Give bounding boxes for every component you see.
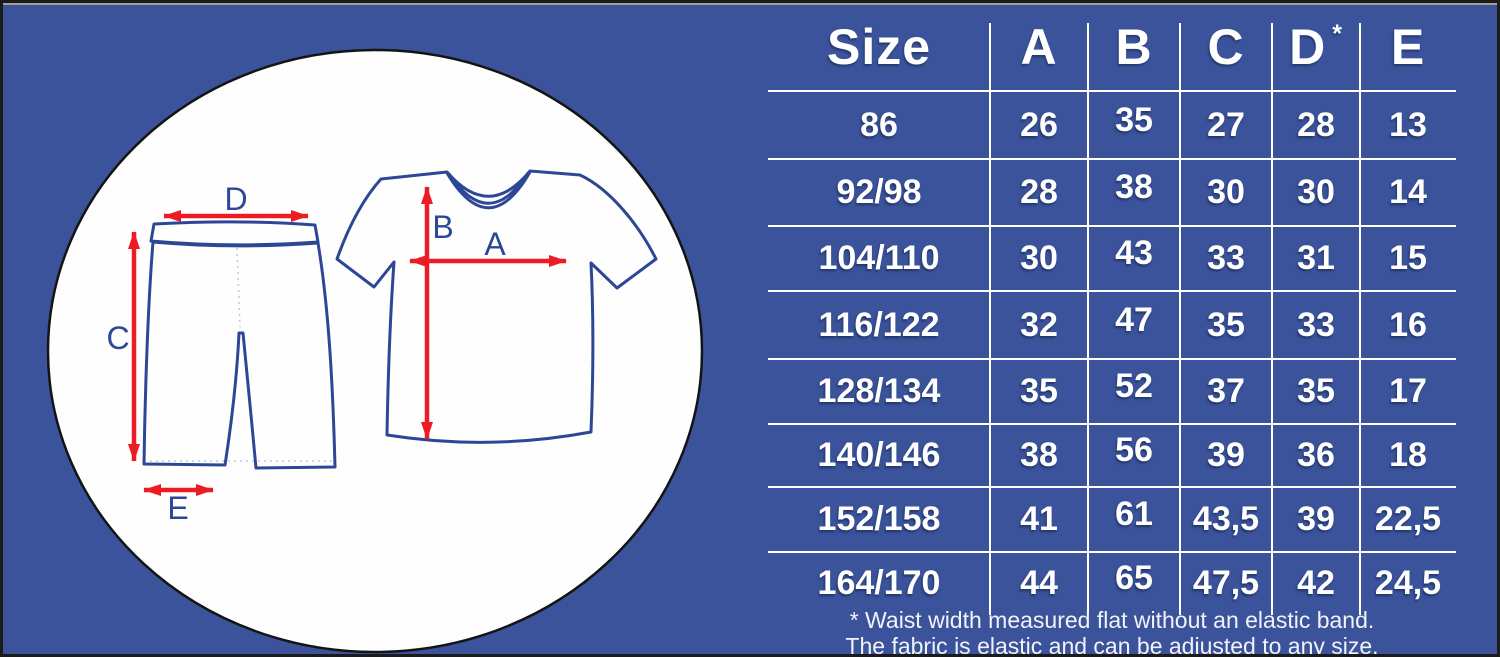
column-header-b: B — [1115, 19, 1153, 75]
value-cell: 22,5 — [1374, 500, 1442, 538]
column-header-a: A — [1020, 19, 1058, 75]
tshirt-collar-band-outer — [445, 171, 532, 210]
value-cell: 16 — [1389, 305, 1427, 344]
size-table: Size A B C D * E 86 26 35 27 28 13 92/98 28 38 30 3… — [768, 3, 1456, 615]
table-header-row: Size A B C D * E — [768, 3, 1456, 91]
asterisk-marker: * — [1332, 20, 1343, 49]
table-row: 164/170 44 65 47,5 42 24,5 — [768, 552, 1456, 615]
grid-hline — [768, 225, 1456, 227]
value-cell: 37 — [1207, 372, 1245, 410]
value-cell: 61 — [1115, 495, 1153, 533]
size-cell: 140/146 — [817, 436, 941, 474]
size-cell: 152/158 — [817, 500, 941, 538]
value-cell: 30 — [1297, 173, 1335, 211]
value-cell: 31 — [1297, 239, 1335, 277]
value-cell: 13 — [1389, 105, 1427, 144]
footnote-line2: The fabric is elastic and can be adjuste… — [845, 633, 1379, 657]
value-cell: 65 — [1115, 559, 1153, 597]
grid-hline — [768, 486, 1456, 488]
measurement-label-c: C — [106, 320, 129, 356]
value-cell: 33 — [1207, 239, 1245, 277]
column-header-c: C — [1207, 19, 1245, 75]
value-cell: 28 — [1020, 173, 1058, 211]
value-cell: 28 — [1297, 105, 1335, 144]
value-cell: 15 — [1389, 239, 1427, 277]
value-cell: 24,5 — [1374, 564, 1442, 602]
column-header-size: Size — [826, 19, 932, 75]
table-row: 86 26 35 27 28 13 — [768, 91, 1456, 159]
size-cell: 116/122 — [818, 305, 940, 344]
value-cell: 30 — [1020, 239, 1058, 277]
grid-vline — [989, 23, 991, 615]
column-header-d: D * — [1272, 18, 1360, 76]
shorts-center-crease — [236, 247, 241, 328]
grid-hline — [768, 551, 1456, 553]
value-cell: 35 — [1297, 372, 1335, 410]
value-cell: 41 — [1020, 500, 1058, 538]
table-row: 104/110 30 43 33 31 15 — [768, 226, 1456, 291]
grid-hline — [768, 358, 1456, 360]
value-cell: 36 — [1297, 436, 1335, 474]
value-cell: 38 — [1115, 168, 1153, 206]
tshirt-collar-band-inner — [447, 172, 530, 205]
grid-vline — [1271, 23, 1273, 615]
column-header-e: E — [1390, 19, 1426, 75]
size-cell: 86 — [860, 105, 898, 144]
grid-hline — [768, 158, 1456, 160]
value-cell: 44 — [1020, 564, 1058, 602]
footnote-line1: * Waist width measured flat without an e… — [849, 607, 1375, 633]
value-cell: 18 — [1389, 436, 1427, 474]
measurement-label-e: E — [167, 490, 188, 526]
grid-vline — [1359, 23, 1361, 615]
value-cell: 56 — [1115, 431, 1153, 469]
value-cell: 17 — [1389, 372, 1427, 410]
grid-hline — [768, 290, 1456, 292]
column-header-d-letter: D — [1289, 19, 1327, 75]
value-cell: 33 — [1297, 305, 1335, 344]
table-row: 116/122 32 47 35 33 16 — [768, 291, 1456, 359]
table-footnote: * Waist width measured flat without an e… — [768, 607, 1456, 657]
table-row: 92/98 28 38 30 30 14 — [768, 159, 1456, 226]
value-cell: 27 — [1207, 105, 1245, 144]
value-cell: 38 — [1020, 436, 1058, 474]
value-cell: 35 — [1020, 372, 1058, 410]
value-cell: 43 — [1115, 234, 1153, 272]
table-body: 86 26 35 27 28 13 92/98 28 38 30 30 14 104/110 30 43 33… — [768, 91, 1456, 615]
value-cell: 39 — [1297, 500, 1335, 538]
value-cell: 32 — [1020, 305, 1058, 344]
shorts-waistband — [149, 220, 320, 247]
value-cell: 47,5 — [1192, 564, 1260, 602]
measurement-diagram: D C E B A — [46, 48, 704, 654]
grid-vline — [1087, 23, 1089, 615]
size-cell: 104/110 — [818, 239, 940, 277]
value-cell: 30 — [1207, 173, 1245, 211]
table-row: 140/146 38 56 39 36 18 — [768, 424, 1456, 487]
table-row: 152/158 41 61 43,5 39 22,5 — [768, 487, 1456, 552]
measurement-label-b: B — [432, 209, 453, 245]
grid-hline — [768, 423, 1456, 425]
value-cell: 35 — [1115, 100, 1153, 139]
value-cell: 14 — [1389, 173, 1427, 211]
tshirt-outline — [335, 169, 658, 444]
value-cell: 26 — [1020, 105, 1058, 144]
size-cell: 164/170 — [817, 564, 941, 602]
value-cell: 42 — [1297, 564, 1335, 602]
grid-hline — [768, 90, 1456, 92]
value-cell: 43,5 — [1192, 500, 1260, 538]
size-cell: 92/98 — [836, 173, 922, 211]
value-cell: 35 — [1207, 305, 1245, 344]
grid-vline — [1179, 23, 1181, 615]
measurement-label-d: D — [224, 181, 247, 217]
value-cell: 52 — [1115, 367, 1153, 405]
measurement-label-a: A — [484, 226, 506, 262]
value-cell: 39 — [1207, 436, 1245, 474]
table-row: 128/134 35 52 37 35 17 — [768, 359, 1456, 424]
size-cell: 128/134 — [817, 372, 941, 410]
value-cell: 47 — [1115, 300, 1153, 339]
